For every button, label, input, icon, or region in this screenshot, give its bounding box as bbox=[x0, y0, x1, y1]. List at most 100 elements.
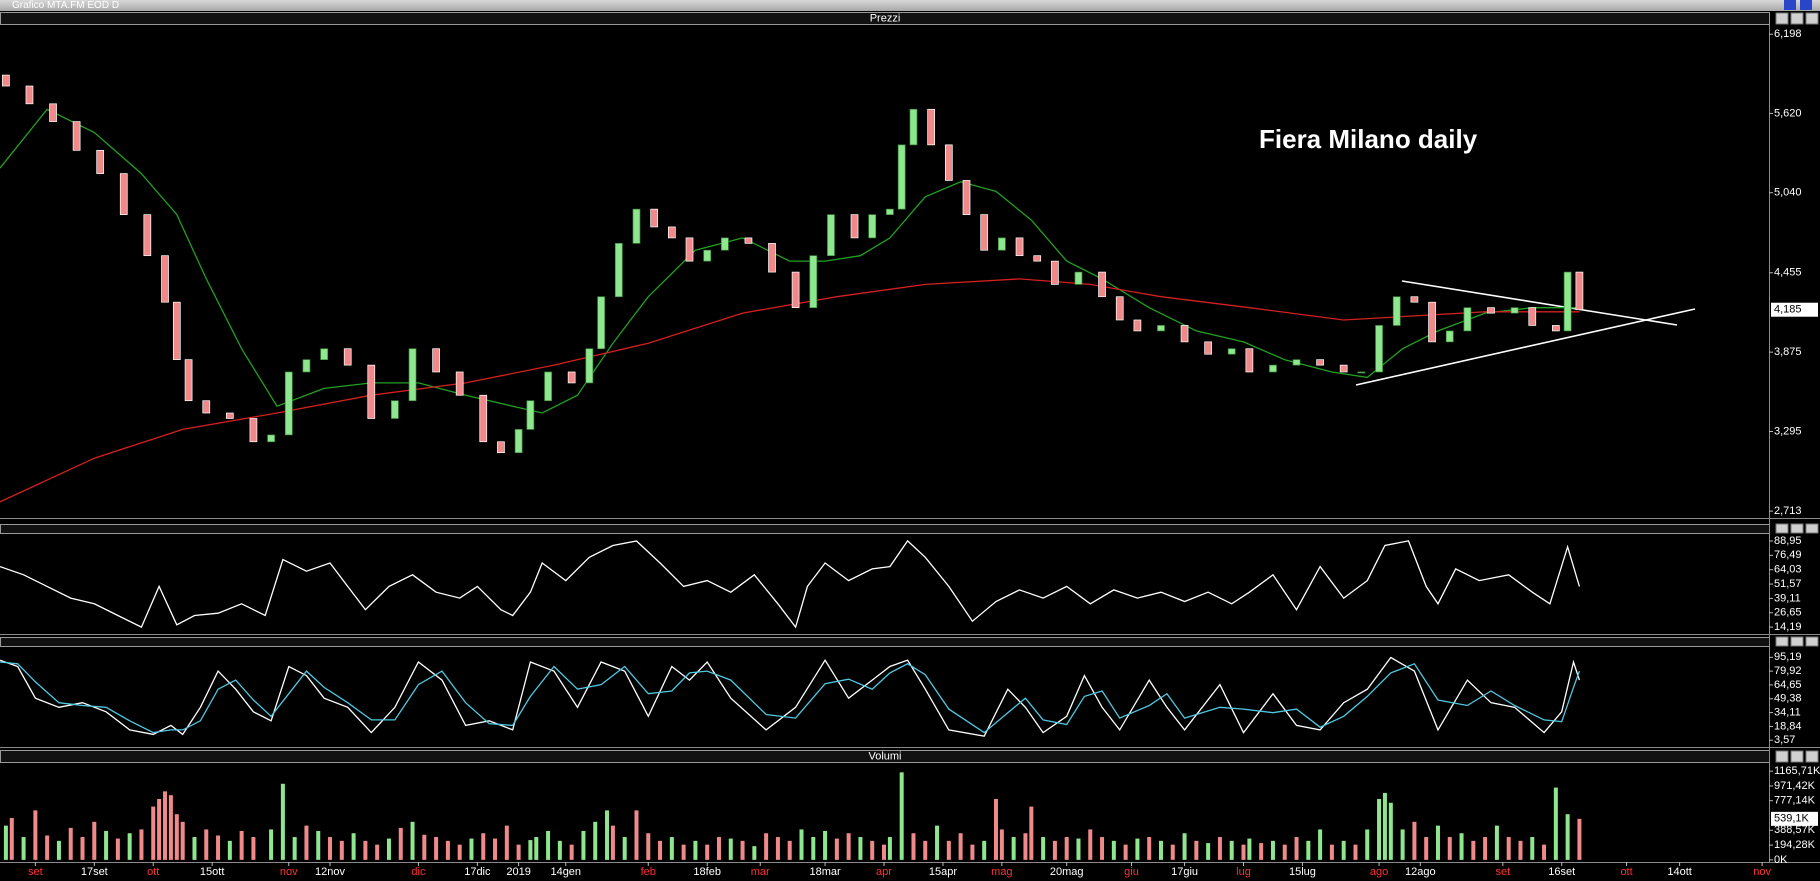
candle-body bbox=[650, 208, 659, 228]
volume-bar bbox=[958, 833, 963, 860]
volume-bar bbox=[1064, 837, 1069, 860]
volume-bar bbox=[445, 840, 450, 860]
panel-button[interactable] bbox=[1790, 750, 1804, 763]
y-tick-label: 26,65 bbox=[1774, 607, 1802, 619]
volume-bar bbox=[1052, 840, 1057, 860]
candle-body bbox=[184, 359, 193, 402]
candle-body bbox=[202, 400, 211, 414]
candle-body bbox=[1180, 325, 1189, 343]
candle-body bbox=[744, 237, 753, 244]
candle-body bbox=[632, 208, 641, 244]
volume-bar bbox=[646, 833, 651, 860]
candle-body bbox=[1375, 325, 1383, 373]
panel-button[interactable] bbox=[1790, 636, 1804, 647]
volume-bar bbox=[251, 837, 256, 860]
y-tick-label: 76,49 bbox=[1774, 549, 1802, 561]
volume-bar bbox=[1100, 837, 1105, 860]
volume-bar bbox=[1518, 840, 1523, 860]
candle-body bbox=[526, 400, 535, 430]
candle-body bbox=[1074, 271, 1083, 285]
volume-bar bbox=[669, 837, 674, 860]
volume-bar bbox=[1217, 837, 1222, 860]
y-tick-label: 79,92 bbox=[1774, 665, 1802, 677]
volume-bar bbox=[328, 837, 333, 860]
volume-bar bbox=[216, 835, 221, 860]
x-tick-label: 15ott bbox=[200, 866, 224, 878]
panel-button[interactable] bbox=[1790, 12, 1804, 25]
y-tick-label: 1165,71K bbox=[1774, 765, 1820, 777]
series-line bbox=[0, 108, 1580, 414]
volume-bar bbox=[375, 844, 380, 860]
volume-bar bbox=[227, 840, 232, 860]
volume-bar bbox=[292, 837, 297, 860]
series-line bbox=[0, 278, 1580, 503]
trend-lines bbox=[1355, 280, 1696, 386]
y-tick-label: 4,455 bbox=[1774, 267, 1802, 279]
panel-button[interactable] bbox=[1775, 523, 1789, 534]
candle-body bbox=[886, 208, 894, 215]
candle-body bbox=[1463, 307, 1472, 332]
y-tick-label: 2,713 bbox=[1774, 505, 1802, 517]
volume-bar bbox=[1135, 838, 1140, 860]
trend-line bbox=[1355, 308, 1696, 386]
candle-body bbox=[1269, 364, 1277, 373]
volume-bar bbox=[693, 840, 698, 860]
volume-bar bbox=[339, 840, 344, 860]
volume-bar bbox=[1382, 792, 1387, 860]
last-value-box bbox=[1771, 811, 1818, 826]
volume-bar bbox=[1530, 837, 1535, 860]
candle-body bbox=[597, 296, 605, 350]
volume-bar bbox=[764, 833, 769, 860]
volume-bar bbox=[1041, 837, 1046, 860]
panel-button[interactable] bbox=[1775, 12, 1789, 25]
volume-bar bbox=[534, 837, 539, 860]
candle-body bbox=[1133, 319, 1142, 332]
y-tick-label: 6,198 bbox=[1774, 28, 1802, 40]
volume-bar bbox=[1088, 829, 1093, 860]
volume-bar bbox=[239, 830, 244, 860]
candle-body bbox=[544, 371, 552, 402]
y-tick-label: 777,14K bbox=[1774, 795, 1816, 807]
volume-bar bbox=[716, 837, 721, 860]
x-tick-label: 2019 bbox=[506, 866, 530, 878]
x-tick-label: lug bbox=[1236, 866, 1251, 878]
candle-body bbox=[1392, 296, 1401, 326]
panel-button[interactable] bbox=[1790, 523, 1804, 534]
x-tick-label: 17giu bbox=[1171, 866, 1198, 878]
volume-bar bbox=[56, 840, 61, 860]
panel-button[interactable] bbox=[1805, 12, 1819, 25]
panel-button[interactable] bbox=[1805, 523, 1819, 534]
y-tick-label: 3,295 bbox=[1774, 425, 1802, 437]
panel-headers bbox=[0, 12, 1770, 763]
candle-body bbox=[249, 418, 258, 443]
volume-bar bbox=[157, 798, 162, 860]
volume-bar bbox=[858, 837, 863, 860]
volume-bar bbox=[1329, 844, 1334, 860]
x-tick-label: 20mag bbox=[1050, 866, 1084, 878]
panel-button[interactable] bbox=[1775, 750, 1789, 763]
volume-bar bbox=[1229, 840, 1234, 860]
volume-bar bbox=[1123, 844, 1128, 860]
annotation: Fiera Milano daily bbox=[1259, 124, 1478, 154]
header-prezzi bbox=[0, 12, 1770, 25]
window-button[interactable] bbox=[1800, 0, 1812, 10]
y-tick-label: 5,620 bbox=[1774, 107, 1802, 119]
candle-body bbox=[1157, 325, 1165, 332]
volume-bar bbox=[139, 829, 144, 860]
candle-body bbox=[225, 412, 234, 419]
panel-button[interactable] bbox=[1805, 750, 1819, 763]
panel-button[interactable] bbox=[1805, 636, 1819, 647]
window-button[interactable] bbox=[1784, 0, 1796, 10]
volume-bar bbox=[935, 825, 940, 860]
x-tick-label: 14gen bbox=[550, 866, 581, 878]
candle-body bbox=[1575, 271, 1584, 311]
candle-body bbox=[514, 429, 523, 454]
volume-bar bbox=[681, 844, 686, 860]
volume-bar bbox=[1270, 840, 1275, 860]
candle-body bbox=[1357, 371, 1366, 374]
candle-body bbox=[1428, 301, 1436, 343]
volume-bar bbox=[1365, 829, 1370, 860]
panel-button[interactable] bbox=[1775, 636, 1789, 647]
x-tick-label: 16set bbox=[1548, 866, 1575, 878]
candle-body bbox=[685, 237, 694, 262]
